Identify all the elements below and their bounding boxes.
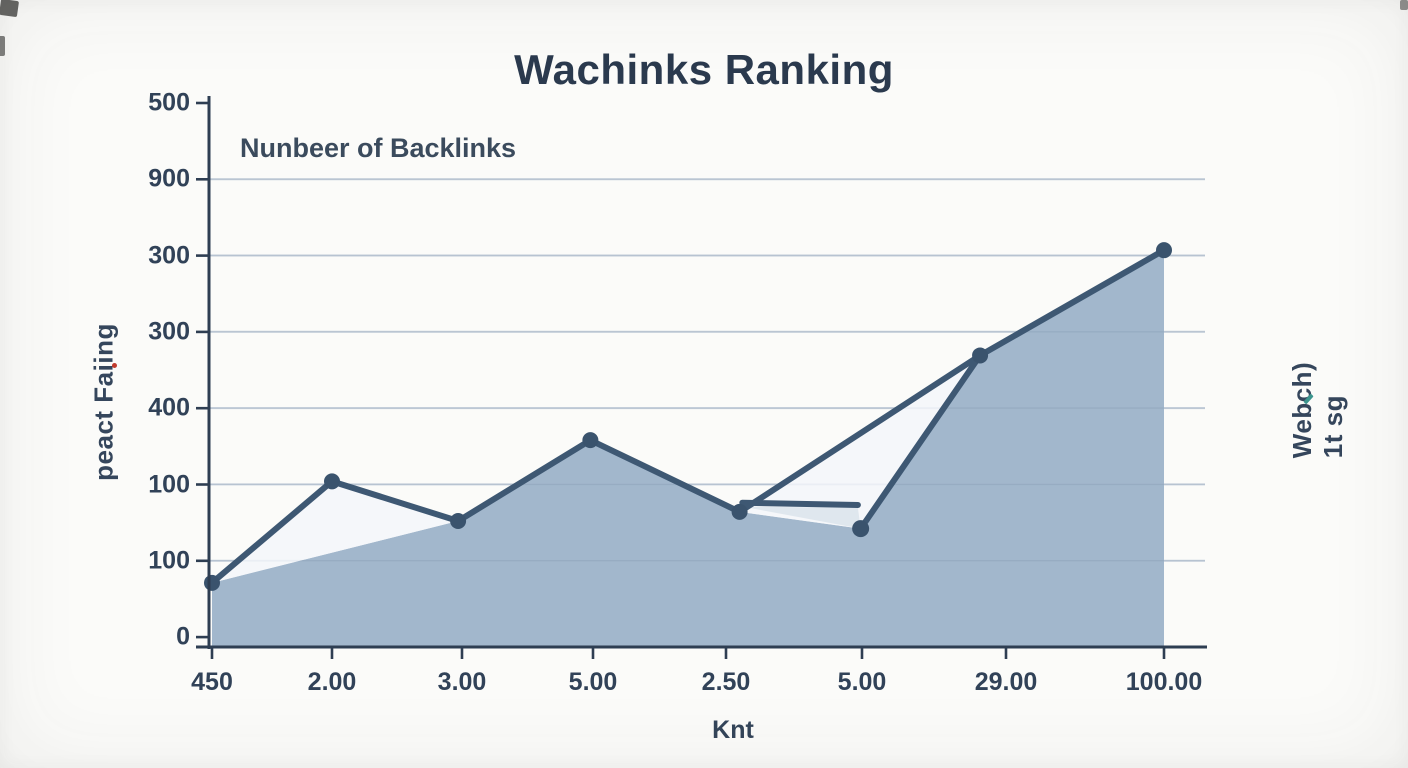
y-axis-title-right: Webch) 1t sg: [1287, 361, 1348, 459]
data-point-marker: [324, 473, 340, 490]
flat-stub-segment: [739, 499, 861, 509]
x-tick-label: 3.00: [437, 668, 487, 696]
y-tick-label: 0: [176, 622, 190, 651]
stub-wedge: [742, 506, 861, 529]
data-point-marker: [852, 520, 870, 538]
y-tick-label: 400: [148, 393, 190, 422]
data-point-marker: [204, 574, 220, 591]
detached-valley-segment: [857, 352, 984, 532]
data-point-marker: [450, 513, 467, 530]
x-tick-label: 2.00: [307, 668, 357, 696]
right-wedge: [739, 355, 981, 529]
corner-smudge: [0, 0, 20, 18]
y-tick-label: 100: [148, 470, 190, 498]
y-tick-label: 500: [148, 88, 190, 117]
data-point-marker: [1156, 242, 1172, 259]
y-tick-label: 100: [148, 546, 190, 575]
red-tittle-accent: [112, 363, 117, 368]
corner-smudge-right: [1400, 0, 1408, 10]
x-tick-label: 450: [191, 668, 233, 696]
data-point-marker: [582, 432, 599, 449]
data-point-marker: [731, 503, 748, 520]
left-wedge: [212, 481, 459, 583]
chart-title: Wachinks Ranking: [514, 46, 894, 93]
edge-smudge: [0, 36, 5, 56]
x-tick-label: 5.00: [837, 668, 887, 696]
x-tick-label: 100.00: [1125, 668, 1203, 696]
x-axis-title: Knt: [712, 716, 754, 744]
x-tick-label: 29.00: [974, 668, 1038, 696]
annotation-label: Nunbeer of Backlinks: [240, 133, 517, 163]
x-tick-label: 2.50: [701, 668, 751, 696]
data-point-marker: [972, 347, 989, 364]
y-tick-label: 900: [148, 164, 190, 193]
x-tick-label: 5.00: [568, 668, 618, 696]
y-tick-label: 300: [148, 317, 190, 346]
area-fill: [212, 250, 1164, 647]
y-tick-label: 300: [148, 241, 190, 270]
